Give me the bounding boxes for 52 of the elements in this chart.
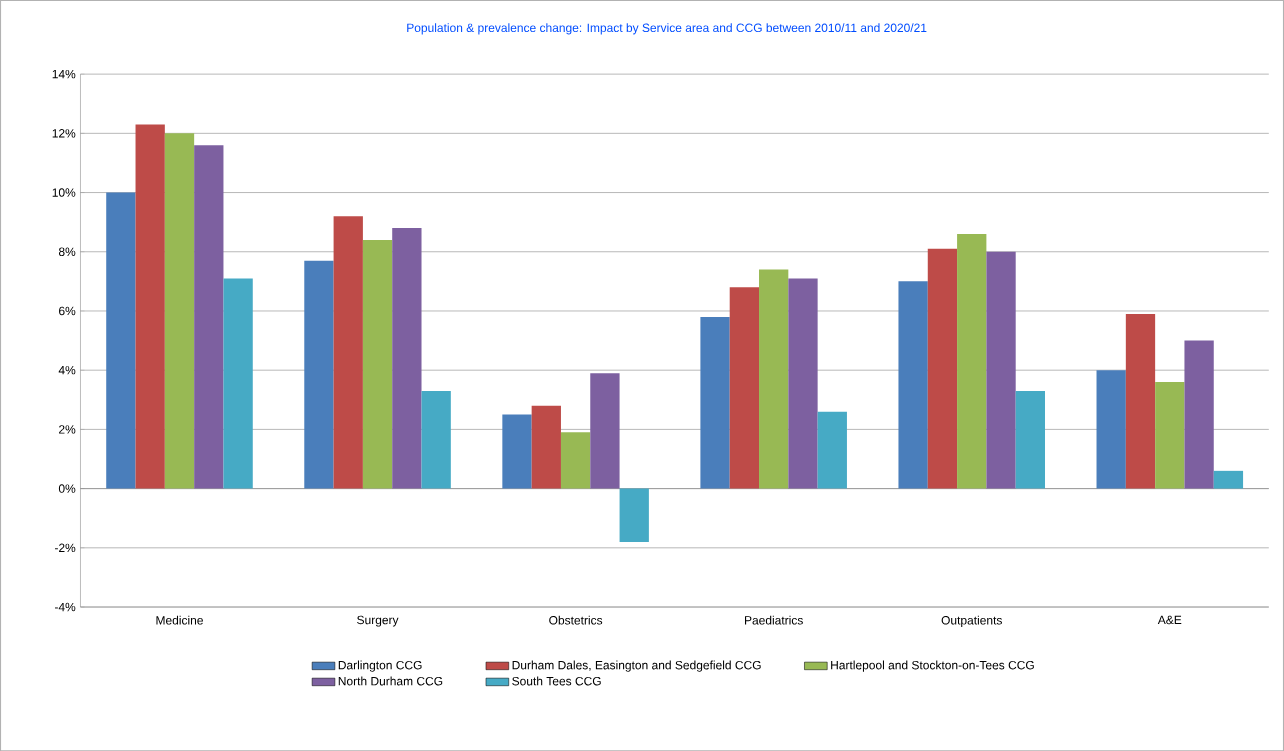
- bar: [502, 414, 532, 489]
- bar: [1015, 390, 1046, 489]
- bar: [223, 278, 253, 489]
- bar: [788, 278, 818, 489]
- bar: [164, 133, 195, 489]
- bar: [333, 216, 363, 489]
- bar: [619, 488, 649, 542]
- bar: [1184, 340, 1214, 489]
- bar: [560, 432, 591, 489]
- y-tick-label: -2%: [54, 543, 76, 552]
- bar: [898, 281, 928, 489]
- bar: [1125, 313, 1156, 489]
- bar: [759, 269, 789, 489]
- x-tick-label: Outpatients: [941, 615, 1002, 627]
- bar: [927, 248, 958, 489]
- legend-label: Durham Dales, Easington and Sedgefield CCG: [512, 660, 761, 672]
- y-tick-label: 10%: [52, 188, 76, 197]
- legend-label: Darlington CCG: [338, 660, 422, 672]
- bar: [1213, 470, 1244, 489]
- bar: [304, 260, 334, 489]
- bar: [194, 144, 224, 489]
- bar: [421, 390, 451, 489]
- bar: [1155, 381, 1185, 489]
- bar: [957, 233, 987, 489]
- bar: [392, 227, 422, 489]
- y-tick-label: 12%: [52, 128, 76, 138]
- y-tick-label: 4%: [58, 365, 76, 375]
- x-tick-label: Medicine: [156, 615, 203, 625]
- bar: [135, 124, 165, 489]
- y-tick-label: 0%: [58, 484, 76, 493]
- legend-label: South Tees CCG: [512, 676, 601, 686]
- y-tick-label: -4%: [54, 602, 76, 611]
- y-tick-label: 14%: [52, 69, 76, 79]
- y-tick-label: 8%: [58, 247, 76, 256]
- chart-title: Population & prevalence change: Impact by Service area and CCG between 2010/11 and 2020/21: [407, 23, 927, 35]
- bar: [817, 411, 847, 489]
- y-tick-label: 2%: [59, 424, 76, 434]
- bar: [531, 405, 561, 489]
- y-tick-label: 6%: [59, 306, 76, 316]
- x-tick-label: Obstetrics: [549, 615, 603, 625]
- legend-label: Hartlepool and Stockton-on-Tees CCG: [831, 660, 1034, 672]
- bar: [362, 239, 393, 489]
- bar: [1096, 369, 1126, 489]
- bar: [986, 251, 1016, 489]
- bar: [106, 192, 136, 489]
- x-tick-label: Surgery: [357, 615, 399, 627]
- x-tick-label: A&E: [1157, 615, 1182, 624]
- bar: [590, 372, 620, 489]
- x-tick-label: Paediatrics: [745, 615, 803, 625]
- bar: [729, 287, 760, 489]
- legend-label: North Durham CCG: [338, 676, 443, 686]
- bar: [700, 316, 730, 489]
